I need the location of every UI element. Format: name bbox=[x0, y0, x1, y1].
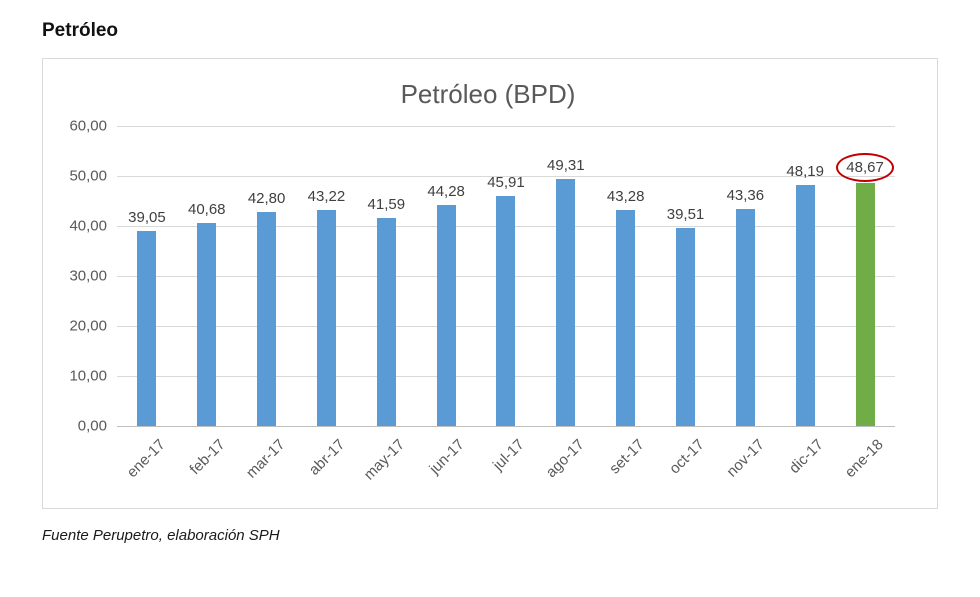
bar bbox=[795, 185, 815, 426]
bar-column: 43,22 bbox=[297, 126, 357, 426]
bar bbox=[257, 212, 277, 426]
bar-highlighted bbox=[855, 182, 875, 426]
chart-body: 0,00 10,00 20,00 30,00 40,00 50,00 60,00 39,05… bbox=[51, 118, 925, 500]
bar bbox=[616, 209, 636, 426]
bar bbox=[376, 218, 396, 426]
y-tick-label: 10,00 bbox=[69, 367, 107, 385]
y-tick-label: 50,00 bbox=[69, 167, 107, 185]
bar-column: 44,28 bbox=[416, 126, 476, 426]
y-tick-label: 30,00 bbox=[69, 267, 107, 285]
y-tick-label: 0,00 bbox=[77, 417, 107, 435]
bar-value-label: 39,51 bbox=[666, 206, 705, 224]
bar bbox=[735, 209, 755, 426]
bar bbox=[496, 196, 516, 426]
bar-value-label: 43,36 bbox=[726, 187, 765, 205]
bar-value-label: 40,68 bbox=[187, 200, 226, 218]
bar bbox=[316, 209, 336, 426]
bar-value-label: 48,67 bbox=[836, 152, 894, 182]
bar bbox=[436, 204, 456, 426]
page: Petróleo Petróleo (BPD) 0,00 10,00 20,00 30… bbox=[42, 20, 938, 544]
x-tick-label: oct-17 bbox=[666, 436, 708, 478]
y-axis: 0,00 10,00 20,00 30,00 40,00 50,00 60,00 bbox=[51, 118, 117, 435]
gridline bbox=[117, 126, 895, 127]
bar bbox=[137, 230, 157, 426]
bar-column: 48,19 bbox=[775, 126, 835, 426]
bar-column: 49,31 bbox=[536, 126, 596, 426]
bar-column: 41,59 bbox=[356, 126, 416, 426]
x-tick-label: ene-18 bbox=[842, 436, 888, 482]
chart-title: Petróleo (BPD) bbox=[400, 79, 576, 109]
bar-value-label: 43,28 bbox=[606, 187, 645, 205]
bar-value-label: 41,59 bbox=[367, 196, 406, 214]
x-tick-label: ago-17 bbox=[542, 436, 588, 482]
bar bbox=[556, 179, 576, 426]
bar-column: 40,68 bbox=[177, 126, 237, 426]
x-tick-label: may-17 bbox=[360, 436, 409, 484]
bar-column: 43,28 bbox=[596, 126, 656, 426]
bar-value-label: 45,91 bbox=[487, 174, 525, 192]
bar-column: 42,80 bbox=[237, 126, 297, 426]
x-tick-label: jul-17 bbox=[490, 436, 529, 474]
x-tick-label: set-17 bbox=[606, 436, 648, 478]
x-tick-label: jun-17 bbox=[426, 436, 469, 478]
bar-column: 39,51 bbox=[656, 126, 716, 426]
y-tick-label: 20,00 bbox=[69, 317, 107, 335]
bar-column: 43,36 bbox=[715, 126, 775, 426]
bar-value-label: 44,28 bbox=[427, 182, 465, 200]
y-tick-label: 40,00 bbox=[69, 217, 107, 235]
bar-value-label: 48,19 bbox=[786, 163, 824, 181]
x-axis-line bbox=[117, 426, 895, 427]
x-tick-label: abr-17 bbox=[305, 436, 349, 479]
x-tick-label: nov-17 bbox=[722, 436, 768, 481]
highlight-ellipse-annotation: 48,67 bbox=[836, 152, 894, 182]
y-tick-label: 60,00 bbox=[69, 117, 107, 135]
bar-value-label: 42,80 bbox=[247, 190, 286, 207]
x-tick-label: feb-17 bbox=[186, 436, 229, 479]
source-note: Fuente Perupetro, elaboración SPH bbox=[42, 527, 280, 544]
x-tick-label: dic-17 bbox=[786, 436, 828, 477]
bar-column: 45,91 bbox=[476, 126, 536, 426]
bar-column: 48,67 bbox=[835, 126, 895, 426]
x-axis: ene-17 feb-17 mar-17 abr-17 may-17 jun-17 jul-… bbox=[117, 426, 895, 500]
bars-layer: 39,05 40,68 42,80 43,22 41,59 44,28 45,91 49,31… bbox=[117, 126, 895, 426]
page-title: Petróleo bbox=[42, 20, 119, 41]
bar-value-label: 43,22 bbox=[307, 187, 346, 205]
chart-container: Petróleo (BPD) 0,00 10,00 20,00 30,00 40,00 5… bbox=[42, 58, 938, 509]
bar-column: 39,05 bbox=[117, 126, 177, 426]
plot-area: 39,05 40,68 42,80 43,22 41,59 44,28 45,91 49,31… bbox=[117, 126, 895, 427]
gridline bbox=[117, 176, 895, 177]
bar-value-label: 49,31 bbox=[547, 157, 585, 175]
x-tick-label: ene-17 bbox=[123, 436, 169, 482]
x-tick-label: mar-17 bbox=[243, 436, 289, 482]
plot-wrap: 39,05 40,68 42,80 43,22 41,59 44,28 45,91 49,31… bbox=[117, 126, 895, 500]
bar-value-label: 39,05 bbox=[128, 208, 166, 226]
bar bbox=[676, 228, 696, 426]
bar bbox=[197, 222, 217, 426]
